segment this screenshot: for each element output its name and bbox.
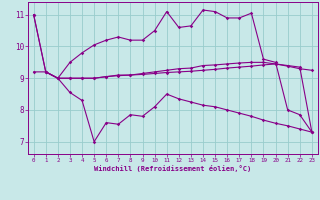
X-axis label: Windchill (Refroidissement éolien,°C): Windchill (Refroidissement éolien,°C) [94, 165, 252, 172]
